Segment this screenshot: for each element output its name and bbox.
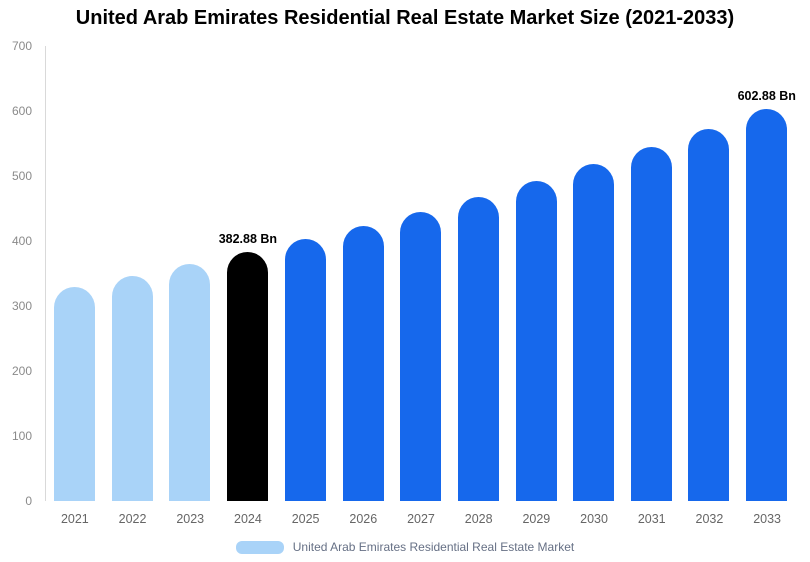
bar-2027[interactable] bbox=[400, 211, 442, 501]
x-axis-label-2031: 2031 bbox=[637, 512, 666, 526]
legend-item[interactable]: United Arab Emirates Residential Real Es… bbox=[235, 540, 575, 554]
y-axis-tick-400: 400 bbox=[11, 234, 32, 248]
bar-value-label-2024: 382.88 Bn bbox=[218, 232, 278, 247]
bar-column-2033: 602.88 Bn bbox=[738, 46, 796, 501]
bar-column-2028 bbox=[450, 46, 508, 501]
bar-column-2024: 382.88 Bn bbox=[219, 46, 277, 501]
x-axis-label-2029: 2029 bbox=[522, 512, 551, 526]
x-axis-label-2032: 2032 bbox=[695, 512, 724, 526]
y-axis-tick-500: 500 bbox=[11, 169, 32, 183]
plot-area: 382.88 Bn 602.88 Bn bbox=[46, 46, 796, 501]
legend-label: United Arab Emirates Residential Real Es… bbox=[292, 540, 575, 554]
bar-2030[interactable] bbox=[573, 164, 615, 501]
y-axis-tick-200: 200 bbox=[11, 364, 32, 378]
bar-column-2022 bbox=[104, 46, 162, 501]
bar-2026[interactable] bbox=[342, 225, 384, 501]
bar-column-2029 bbox=[507, 46, 565, 501]
bar-column-2025 bbox=[277, 46, 335, 501]
bar-column-2023 bbox=[161, 46, 219, 501]
y-axis-line bbox=[45, 46, 46, 501]
bar-2029[interactable] bbox=[515, 180, 557, 501]
bar-column-2032 bbox=[680, 46, 738, 501]
bar-column-2021 bbox=[46, 46, 104, 501]
y-axis-tick-700: 700 bbox=[11, 39, 32, 53]
bar-2025[interactable] bbox=[285, 239, 327, 501]
legend-swatch-icon bbox=[235, 540, 284, 554]
y-axis-tick-100: 100 bbox=[11, 429, 32, 443]
x-axis-label-2030: 2030 bbox=[580, 512, 608, 526]
x-axis-label-2021: 2021 bbox=[60, 512, 89, 526]
y-axis-tick-0: 0 bbox=[25, 494, 32, 508]
legend: United Arab Emirates Residential Real Es… bbox=[0, 540, 810, 554]
bar-column-2030 bbox=[565, 46, 623, 501]
x-axis-label-2026: 2026 bbox=[349, 512, 378, 526]
x-axis-label-2027: 2027 bbox=[407, 512, 435, 526]
bar-2032[interactable] bbox=[688, 128, 730, 501]
y-axis-tick-600: 600 bbox=[11, 104, 32, 118]
bar-column-2031 bbox=[622, 46, 680, 501]
bar-2033[interactable] bbox=[746, 109, 788, 501]
bar-column-2027 bbox=[392, 46, 450, 501]
bar-2023[interactable] bbox=[169, 264, 211, 501]
x-axis: 2021 2022 2023 2024 2025 2026 2027 2028 2029 2030… bbox=[46, 512, 796, 526]
x-axis-label-2025: 2025 bbox=[291, 512, 320, 526]
bar-2024[interactable] bbox=[227, 252, 269, 501]
bars-group: 382.88 Bn 602.88 Bn bbox=[46, 46, 796, 501]
y-axis-tick-300: 300 bbox=[11, 299, 32, 313]
x-axis-label-2028: 2028 bbox=[464, 512, 493, 526]
x-axis-label-2022: 2022 bbox=[118, 512, 147, 526]
bar-2021[interactable] bbox=[54, 287, 96, 501]
bar-2028[interactable] bbox=[458, 196, 500, 501]
bar-2031[interactable] bbox=[630, 146, 672, 501]
x-axis-label-2023: 2023 bbox=[176, 512, 205, 526]
bar-value-label-2033: 602.88 Bn bbox=[737, 89, 796, 104]
y-axis: 0 100 200 300 400 500 600 700 bbox=[0, 40, 38, 507]
bar-2022[interactable] bbox=[111, 276, 153, 501]
x-axis-label-2033: 2033 bbox=[753, 512, 781, 526]
chart-title: United Arab Emirates Residential Real Es… bbox=[75, 7, 735, 29]
bar-column-2026 bbox=[335, 46, 393, 501]
x-axis-label-2024: 2024 bbox=[234, 512, 262, 526]
